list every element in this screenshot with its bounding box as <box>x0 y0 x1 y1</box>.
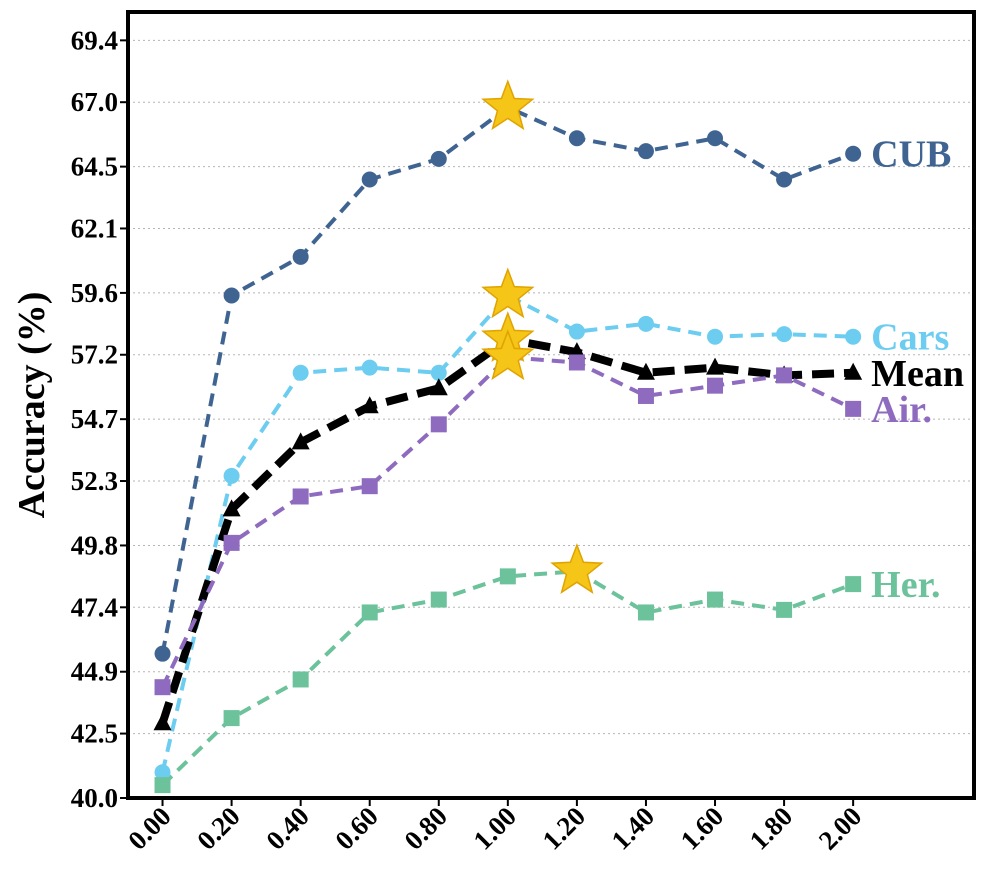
data-point <box>776 601 793 618</box>
data-point <box>776 326 793 343</box>
x-tick-label: 0.80 <box>398 801 453 856</box>
data-point <box>845 145 862 162</box>
y-tick-label: 62.1 <box>71 213 118 243</box>
best-value-stars <box>481 79 604 595</box>
series-line-air <box>160 355 855 689</box>
data-point <box>568 130 585 147</box>
data-point <box>292 248 309 265</box>
data-point <box>361 359 378 376</box>
data-point <box>430 150 447 167</box>
x-axis-ticks: 0.00 0.20 0.40 0.60 0.80 1.00 1.20 1.40 1.60 1.80… <box>122 798 867 856</box>
series-label: Cars <box>871 317 949 359</box>
data-point <box>845 328 862 345</box>
x-tick-label: 1.40 <box>606 801 661 856</box>
y-tick-label: 49.8 <box>71 530 118 560</box>
data-point <box>844 362 863 380</box>
data-point <box>776 367 793 384</box>
x-tick-label: 1.00 <box>467 801 522 856</box>
series-label: CUB <box>871 134 951 176</box>
data-point <box>637 315 654 332</box>
y-tick-label: 57.2 <box>71 340 118 370</box>
series-line-her <box>161 569 854 787</box>
data-point <box>568 323 585 340</box>
data-point <box>706 357 725 375</box>
data-point <box>154 764 171 781</box>
data-point <box>223 710 240 727</box>
best-value-star <box>550 543 604 595</box>
y-axis-ticks: 40.0 42.5 44.9 47.4 49.8 52.3 54.7 57.2 59.6 62.1… <box>71 25 128 813</box>
data-point <box>845 576 862 593</box>
x-tick-label: 0.20 <box>191 801 246 856</box>
data-point <box>223 467 240 484</box>
series-label: Mean <box>871 353 964 395</box>
y-tick-label: 64.5 <box>71 152 118 182</box>
data-point <box>707 328 724 345</box>
data-point <box>154 777 171 794</box>
data-point <box>429 378 448 396</box>
data-point <box>707 591 724 608</box>
data-point <box>845 400 862 417</box>
data-point <box>636 362 655 380</box>
x-tick-label: 2.00 <box>813 801 868 856</box>
data-point <box>707 130 724 147</box>
data-point <box>776 171 793 188</box>
series-line-cars <box>160 293 854 773</box>
data-point <box>707 377 724 394</box>
x-tick-label: 0.40 <box>260 801 315 856</box>
data-point <box>223 534 240 551</box>
data-point <box>292 671 309 688</box>
data-point <box>430 364 447 381</box>
best-value-star <box>481 329 535 381</box>
x-tick-label: 1.80 <box>744 801 799 856</box>
data-point <box>637 387 654 404</box>
gridlines <box>128 39 974 799</box>
data-point <box>292 488 309 505</box>
data-point <box>568 354 585 371</box>
x-tick-label: 1.20 <box>537 801 592 856</box>
data-point <box>499 568 516 585</box>
plot-frame <box>126 10 976 800</box>
series-markers <box>153 130 863 794</box>
data-point <box>223 287 240 304</box>
x-tick-label: 1.60 <box>675 801 730 856</box>
data-point <box>292 364 309 381</box>
data-point <box>637 604 654 621</box>
y-tick-label: 54.7 <box>71 404 118 434</box>
y-tick-label: 47.4 <box>71 592 118 622</box>
data-point <box>154 645 171 662</box>
data-point <box>291 432 310 450</box>
y-axis-label: Accuracy (%) <box>11 292 53 519</box>
data-point <box>361 478 378 495</box>
best-value-star <box>481 79 535 131</box>
x-tick-label: 0.60 <box>329 801 384 856</box>
data-point <box>430 416 447 433</box>
data-point <box>153 713 172 731</box>
x-tick-label: 0.00 <box>122 801 177 856</box>
best-value-star <box>481 267 535 319</box>
y-tick-label: 44.9 <box>71 657 118 687</box>
y-tick-label: 40.0 <box>71 783 118 813</box>
data-point <box>360 396 379 414</box>
data-point <box>222 499 241 517</box>
y-tick-label: 67.0 <box>71 87 118 117</box>
series-label: Her. <box>871 564 940 606</box>
y-tick-label: 52.3 <box>71 466 118 496</box>
series-label: Air. <box>871 389 932 431</box>
y-tick-label: 42.5 <box>71 719 118 749</box>
data-point <box>361 171 378 188</box>
data-point <box>637 143 654 160</box>
series-line-mean <box>158 335 854 725</box>
series-lines <box>158 105 855 787</box>
data-point <box>154 679 171 696</box>
data-point <box>361 604 378 621</box>
data-point <box>430 591 447 608</box>
y-tick-label: 59.6 <box>71 278 118 308</box>
y-tick-label: 69.4 <box>71 25 118 55</box>
